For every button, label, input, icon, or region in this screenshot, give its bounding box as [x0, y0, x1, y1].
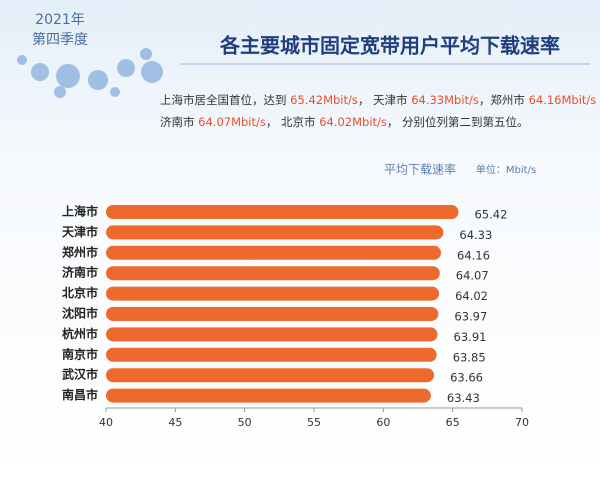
bubbles: [17, 48, 163, 98]
text-segment: ， 分别位列第二到第五位。: [387, 115, 529, 129]
y-tick-label: 北京市: [62, 285, 98, 300]
highlight: 64.33Mbit/s: [411, 93, 479, 107]
value-label: 63.43: [447, 391, 480, 405]
y-tick-label: 郑州市: [62, 244, 98, 259]
bar: [106, 245, 442, 260]
description-line: 济南市 64.07Mbit/s， 北京市 64.02Mbit/s， 分别位列第二…: [160, 115, 529, 129]
bar: [106, 347, 437, 362]
value-label: 63.85: [453, 350, 486, 364]
value-label: 63.97: [454, 310, 487, 324]
x-tick-label: 65: [446, 416, 460, 429]
text-segment: ， 天津市: [358, 93, 411, 107]
value-label: 64.02: [455, 289, 488, 303]
description-line: 上海市居全国首位，达到 65.42Mbit/s， 天津市 64.33Mbit/s…: [160, 93, 596, 107]
y-tick-label: 济南市: [62, 265, 98, 280]
title: 各主要城市固定宽带用户平均下载速率: [219, 34, 560, 58]
bar: [106, 388, 431, 403]
chart: 40 45 50 55 60 65 70 上海市 65.42 天津市 64.33 郑州市 64.16 济南…: [62, 204, 529, 430]
x-tick-label: 50: [238, 416, 252, 429]
unit: 单位：Mbit/s: [476, 163, 536, 176]
text-segment: ， 北京市: [266, 115, 319, 129]
highlight: 65.42Mbit/s: [290, 93, 358, 107]
x-tick-label: 55: [307, 416, 321, 429]
bar: [106, 368, 435, 383]
y-tick-label: 上海市: [62, 204, 98, 219]
value-label: 64.16: [457, 248, 490, 262]
y-tick-label: 南昌市: [62, 387, 98, 402]
chart-title: 平均下载速率: [384, 162, 456, 177]
highlight: 64.07Mbit/s: [198, 115, 266, 129]
description: 上海市居全国首位，达到 65.42Mbit/s， 天津市 64.33Mbit/s…: [160, 93, 596, 129]
x-tick-label: 40: [99, 416, 113, 429]
bar: [106, 327, 438, 342]
x-tick-label: 45: [168, 416, 182, 429]
y-tick-label: 武汉市: [62, 367, 98, 382]
y-tick-label: 南京市: [62, 346, 98, 361]
text-segment: 上海市居全国首位，达到: [160, 93, 290, 107]
bar: [106, 205, 459, 219]
quarter: 第四季度: [32, 31, 88, 48]
y-tick-label: 杭州市: [62, 326, 98, 341]
bar: [106, 266, 440, 281]
highlight: 64.16Mbit/s: [529, 93, 597, 107]
value-label: 63.66: [450, 371, 483, 385]
value-label: 64.33: [459, 228, 492, 242]
y-tick-label: 沈阳市: [62, 306, 98, 321]
x-tick-label: 60: [376, 416, 390, 429]
bar: [106, 286, 440, 301]
value-label: 63.91: [454, 330, 487, 344]
bar: [106, 307, 439, 321]
bar: [106, 225, 444, 240]
x-tick-label: 70: [515, 416, 529, 429]
highlight: 64.02Mbit/s: [319, 115, 387, 129]
year: 2021年: [35, 12, 85, 28]
value-label: 64.07: [456, 269, 489, 283]
text-segment: ，郑州市: [479, 93, 529, 107]
value-label: 65.42: [474, 208, 507, 222]
y-tick-label: 天津市: [62, 224, 98, 239]
text-segment: 济南市: [160, 115, 198, 129]
